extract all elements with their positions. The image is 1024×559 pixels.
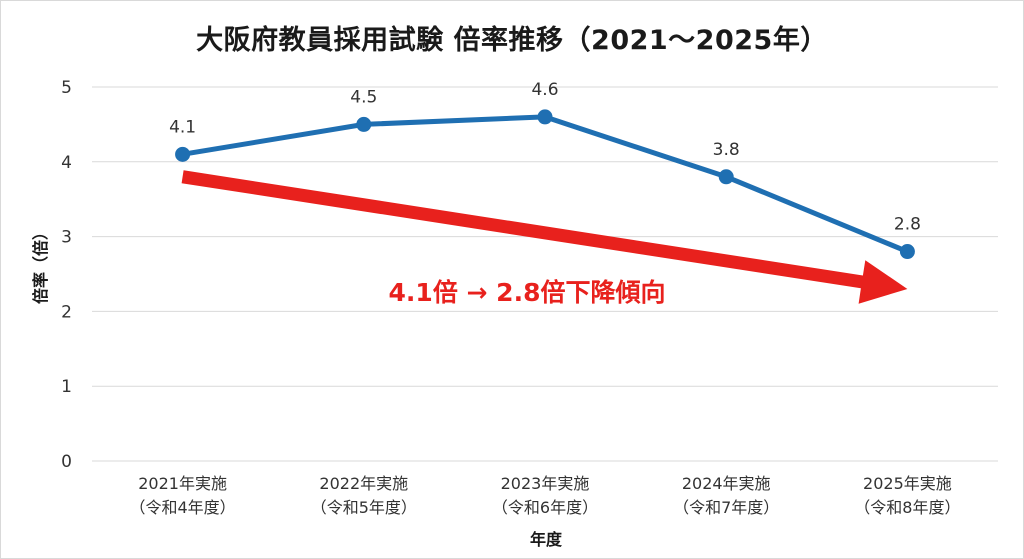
y-tick-label: 3 (61, 228, 72, 248)
data-label: 4.6 (531, 80, 558, 100)
y-tick-label: 5 (61, 78, 72, 98)
x-tick-label: 2024年実施 (682, 474, 771, 493)
x-axis-title: 年度 (530, 530, 563, 549)
y-tick-label: 1 (61, 377, 72, 397)
x-tick-label: （令和6年度） (492, 498, 598, 517)
y-axis-title: 倍率（倍） (31, 224, 50, 304)
data-point (356, 116, 372, 132)
y-tick-label: 2 (61, 302, 72, 322)
trend-arrow (181, 170, 908, 304)
chart-title: 大阪府教員採用試験 倍率推移（2021～2025年） (196, 25, 828, 56)
x-tick-label: （令和7年度） (673, 498, 779, 517)
x-tick-label: （令和4年度） (130, 498, 236, 517)
data-point (537, 109, 553, 125)
x-tick-label: 2023年実施 (501, 474, 590, 493)
data-label: 4.5 (350, 87, 377, 107)
trend-annotation: 4.1倍 → 2.8倍下降傾向 (389, 278, 666, 307)
data-point (899, 244, 915, 260)
data-label: 2.8 (894, 215, 921, 235)
y-tick-label: 0 (61, 452, 72, 472)
x-tick-label: 2022年実施 (319, 474, 408, 493)
x-tick-label: （令和8年度） (854, 498, 960, 517)
x-tick-label: 2025年実施 (863, 474, 952, 493)
data-label: 4.1 (169, 117, 196, 137)
data-label: 3.8 (713, 140, 740, 160)
y-tick-label: 4 (61, 153, 72, 173)
x-tick-label: 2021年実施 (138, 474, 227, 493)
x-tick-label: （令和5年度） (311, 498, 417, 517)
data-point (175, 146, 191, 162)
data-point (718, 169, 734, 185)
